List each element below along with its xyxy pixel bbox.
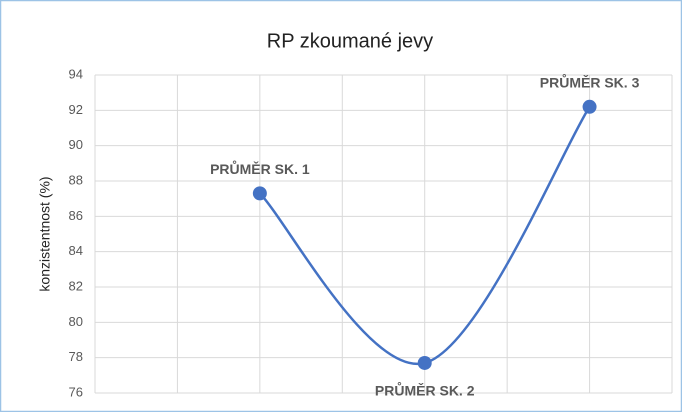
y-tick-label: 92 [69, 102, 83, 117]
y-tick-label: 84 [69, 243, 83, 258]
y-tick-label: 94 [69, 66, 83, 81]
chart-title: RP zkoumané jevy [267, 30, 433, 52]
y-tick-label: 76 [69, 384, 83, 399]
y-tick-label: 80 [69, 314, 83, 329]
y-tick-label: 88 [69, 172, 83, 187]
y-tick-label: 86 [69, 208, 83, 223]
y-tick-label: 78 [69, 349, 83, 364]
y-tick-label: 90 [69, 137, 83, 152]
data-label: PRŮMĚR SK. 2 [375, 381, 475, 399]
point [417, 355, 432, 370]
point [252, 186, 267, 201]
y-axis-label: konzistentnost (%) [37, 176, 53, 291]
data-label: PRŮMĚR SK. 3 [540, 73, 640, 91]
point [582, 99, 597, 114]
data-label: PRŮMĚR SK. 1 [210, 159, 310, 177]
y-tick-label: 82 [69, 278, 83, 293]
